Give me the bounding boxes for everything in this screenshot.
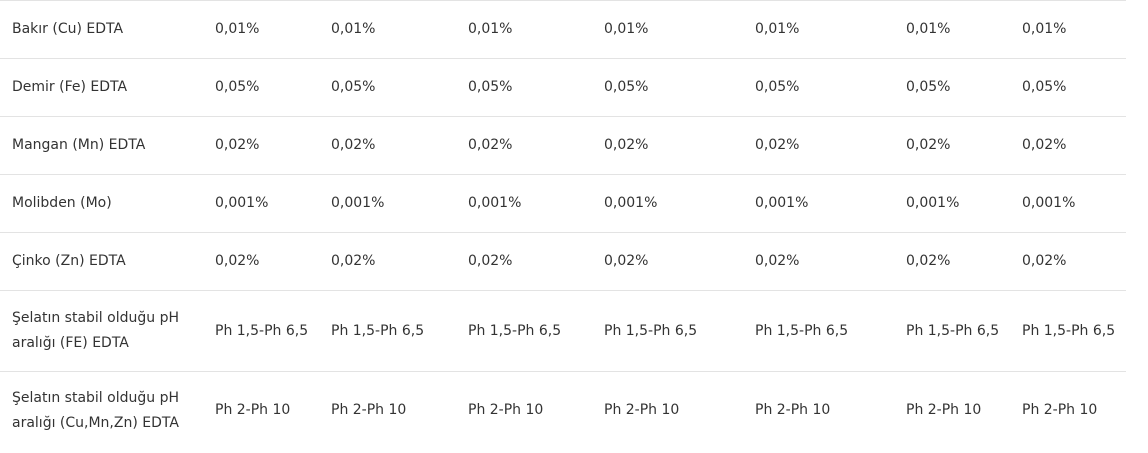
table-row: Demir (Fe) EDTA 0,05% 0,05% 0,05% 0,05% …: [0, 58, 1126, 116]
row-label: Molibden (Mo): [12, 195, 112, 211]
table-row: Çinko (Zn) EDTA 0,02% 0,02% 0,02% 0,02% …: [0, 232, 1126, 290]
table-cell: Ph 1,5-Ph 6,5: [468, 322, 562, 339]
table-cell: 0,001%: [755, 195, 809, 211]
table-row: Şelatın stabil olduğu pH aralığı (FE) ED…: [0, 290, 1126, 371]
table-cell: 0,02%: [906, 137, 951, 153]
table-cell: 0,02%: [604, 253, 649, 269]
table-cell: 0,05%: [604, 79, 649, 95]
row-label: Demir (Fe) EDTA: [12, 79, 128, 95]
table-cell: 0,001%: [215, 195, 269, 211]
row-label: Şelatın stabil olduğu pH aralığı (Cu,Mn,…: [12, 389, 179, 431]
table-cell: 0,02%: [906, 253, 951, 269]
table-cell: 0,02%: [215, 253, 260, 269]
table-cell: Ph 2-Ph 10: [215, 402, 291, 418]
table-cell: Ph 1,5-Ph 6,5: [755, 322, 849, 339]
row-label: Şelatın stabil olduğu pH aralığı (FE) ED…: [12, 310, 179, 351]
table-cell: 0,02%: [215, 137, 260, 153]
table-row: Mangan (Mn) EDTA 0,02% 0,02% 0,02% 0,02%…: [0, 116, 1126, 174]
table-cell: Ph 2-Ph 10: [1022, 402, 1098, 418]
row-label: Bakır (Cu) EDTA: [12, 21, 124, 37]
table-cell: 0,001%: [468, 195, 522, 211]
table-cell: 0,02%: [1022, 253, 1067, 269]
table-cell: Ph 1,5-Ph 6,5: [604, 322, 698, 339]
table-cell: Ph 1,5-Ph 6,5: [906, 322, 1000, 339]
table-cell: 0,05%: [1022, 79, 1067, 95]
table-cell: Ph 1,5-Ph 6,5: [331, 322, 425, 339]
table-cell: 0,05%: [468, 79, 513, 95]
table-cell: 0,001%: [906, 195, 960, 211]
table-cell: 0,02%: [468, 253, 513, 269]
table-cell: 0,01%: [604, 21, 649, 37]
table-cell: 0,01%: [1022, 21, 1067, 37]
table-cell: Ph 1,5-Ph 6,5: [215, 322, 309, 339]
table-cell: 0,05%: [755, 79, 800, 95]
table-cell: 0,02%: [331, 137, 376, 153]
row-label: Çinko (Zn) EDTA: [12, 253, 126, 269]
table-cell: 0,05%: [906, 79, 951, 95]
table-row: Şelatın stabil olduğu pH aralığı (Cu,Mn,…: [0, 371, 1126, 449]
table-cell: 0,01%: [331, 21, 376, 37]
table-cell: Ph 2-Ph 10: [906, 402, 982, 418]
table-cell: Ph 2-Ph 10: [604, 402, 680, 418]
table-cell: 0,001%: [604, 195, 658, 211]
table-cell: 0,02%: [755, 253, 800, 269]
table-cell: 0,02%: [1022, 137, 1067, 153]
table-cell: 0,05%: [331, 79, 376, 95]
table-cell: 0,01%: [468, 21, 513, 37]
table-cell: Ph 1,5-Ph 6,5: [1022, 322, 1116, 339]
table-row: Bakır (Cu) EDTA 0,01% 0,01% 0,01% 0,01% …: [0, 0, 1126, 58]
table-cell: 0,001%: [331, 195, 385, 211]
composition-table: Bakır (Cu) EDTA 0,01% 0,01% 0,01% 0,01% …: [0, 0, 1126, 449]
table-cell: Ph 2-Ph 10: [755, 402, 831, 418]
table-cell: 0,02%: [468, 137, 513, 153]
table-cell: Ph 2-Ph 10: [468, 402, 544, 418]
table-cell: 0,02%: [755, 137, 800, 153]
table-cell: 0,001%: [1022, 195, 1076, 211]
table-cell: 0,01%: [755, 21, 800, 37]
row-label: Mangan (Mn) EDTA: [12, 137, 146, 153]
table-cell: 0,01%: [906, 21, 951, 37]
table-cell: 0,02%: [604, 137, 649, 153]
table-cell: 0,02%: [331, 253, 376, 269]
table-cell: 0,01%: [215, 21, 260, 37]
table-row: Molibden (Mo) 0,001% 0,001% 0,001% 0,001…: [0, 174, 1126, 232]
table-cell: 0,05%: [215, 79, 260, 95]
table-cell: Ph 2-Ph 10: [331, 402, 407, 418]
